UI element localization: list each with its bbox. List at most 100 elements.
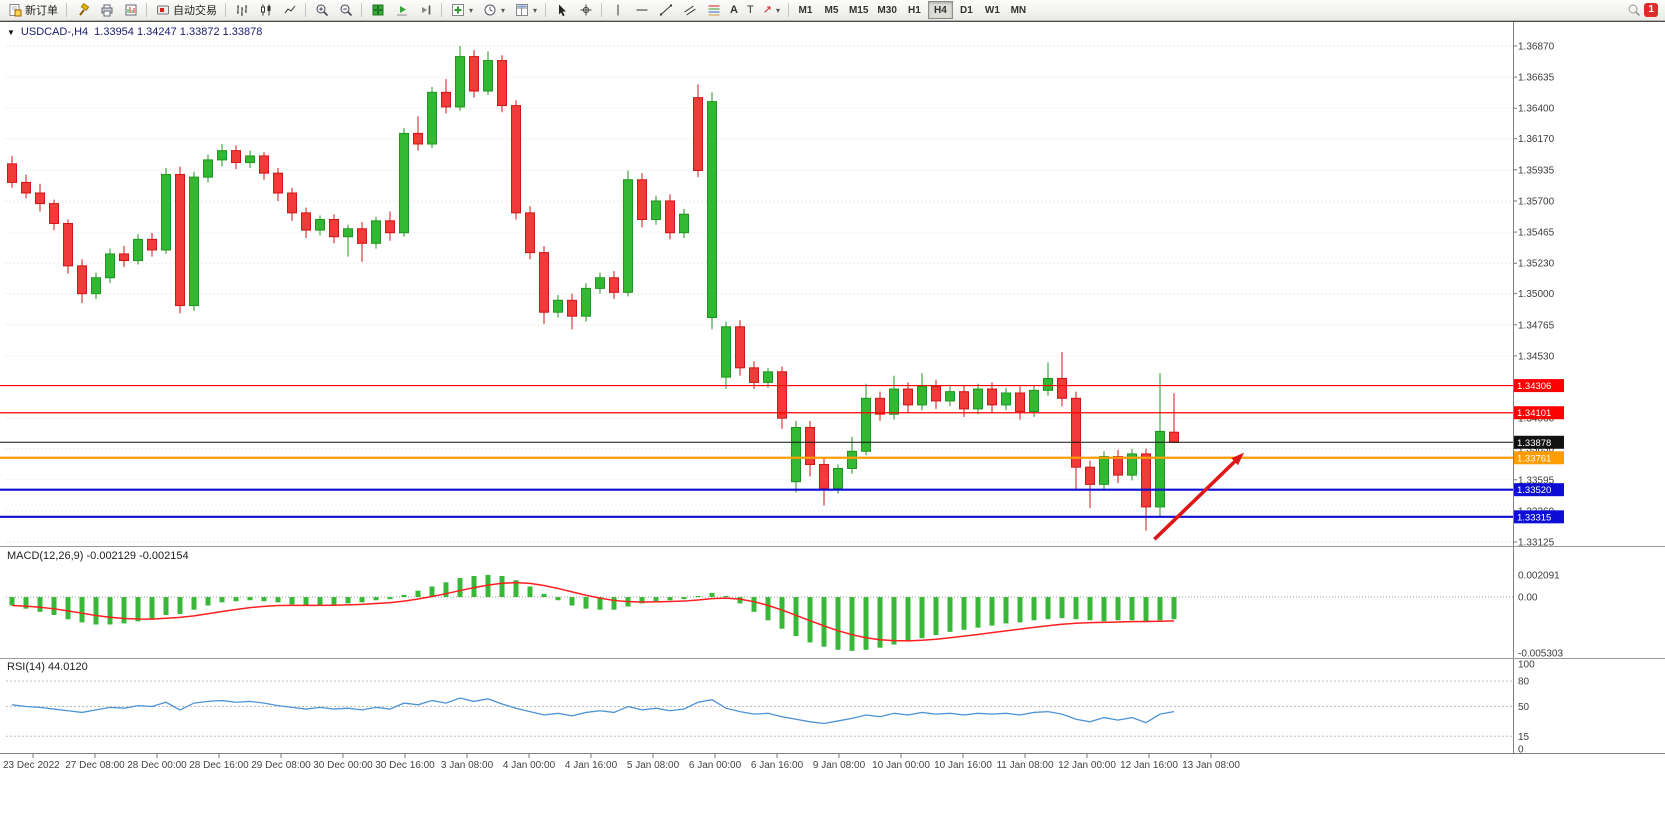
candle <box>133 238 143 262</box>
chart-shift-icon <box>418 3 433 18</box>
resistance-line-2-badge <box>1514 406 1564 420</box>
candle <box>567 299 577 317</box>
autotrade-button[interactable]: 自动交易 <box>151 1 221 19</box>
print-preview-button[interactable] <box>119 1 142 19</box>
new-order-icon <box>7 3 22 18</box>
macd-bar <box>849 597 855 651</box>
new-order-button[interactable]: 新订单 <box>3 1 62 19</box>
candle <box>273 172 283 194</box>
macd-bar <box>1017 597 1023 623</box>
candle <box>763 371 773 383</box>
horizontal-line-icon <box>634 3 649 18</box>
print-button[interactable] <box>95 1 118 19</box>
candle <box>917 385 927 406</box>
timeframe-button-m1[interactable]: M1 <box>793 1 818 19</box>
indicators-button[interactable]: ▾ <box>446 1 477 19</box>
candle <box>1085 466 1095 485</box>
timeframe-button-w1[interactable]: W1 <box>980 1 1005 19</box>
level-lines: 1.34306 1.34101 1.33878 1.33761 1.33520 1.333… <box>0 379 1564 524</box>
vertical-line-icon <box>610 3 625 18</box>
macd-bar <box>541 593 547 598</box>
support-line-blue-2-badge-label: 1.33315 <box>1517 512 1551 523</box>
candle <box>329 219 339 238</box>
tile-windows-button[interactable] <box>366 1 389 19</box>
macd-values: -0.002129 -0.002154 <box>86 550 189 562</box>
candle <box>1127 453 1137 476</box>
vertical-line-button[interactable] <box>606 1 629 19</box>
macd-bar <box>891 597 897 645</box>
time-tick-label: 10 Jan 00:00 <box>872 760 930 771</box>
chart-shift-button[interactable] <box>414 1 437 19</box>
macd-bar <box>1129 597 1135 621</box>
arrows-button[interactable]: ↗ ▾ <box>759 1 784 19</box>
macd-bar <box>163 597 169 615</box>
candle <box>217 150 227 161</box>
timeframe-button-m15[interactable]: M15 <box>845 1 872 19</box>
line-chart-icon <box>282 3 297 18</box>
toolbar-separator <box>601 3 603 17</box>
new-chart-button[interactable] <box>71 1 94 19</box>
candle <box>483 60 493 92</box>
candle <box>847 450 857 469</box>
text-button[interactable]: A <box>726 1 742 19</box>
macd-bar <box>331 597 337 605</box>
macd-bar <box>443 582 449 598</box>
periods-button[interactable]: ▾ <box>478 1 509 19</box>
time-tick-label: 12 Jan 16:00 <box>1120 760 1178 771</box>
label-button[interactable]: T <box>743 1 758 19</box>
zoom-in-button[interactable] <box>310 1 333 19</box>
toolbar-separator <box>441 3 442 17</box>
support-line-blue-1-badge <box>1514 483 1564 497</box>
auto-scroll-button[interactable] <box>390 1 413 19</box>
candle <box>945 391 955 402</box>
macd-bar <box>751 597 757 612</box>
timeframe-button-m30[interactable]: M30 <box>873 1 900 19</box>
macd-bar <box>317 597 323 606</box>
candle <box>301 212 311 231</box>
crosshair-button[interactable] <box>574 1 597 19</box>
fibonacci-button[interactable] <box>702 1 725 19</box>
candle <box>231 150 241 164</box>
rsi-name: RSI(14) <box>7 661 45 673</box>
cursor-button[interactable] <box>550 1 573 19</box>
time-axis[interactable]: 23 Dec 2022 27 Dec 08:00 28 Dec 00:00 28 De… <box>3 754 1240 771</box>
macd-bar <box>639 597 645 604</box>
line-chart-button[interactable] <box>278 1 301 19</box>
horizontal-line-button[interactable] <box>630 1 653 19</box>
candle <box>693 97 703 171</box>
timeframe-button-h4[interactable]: H4 <box>927 1 953 19</box>
macd-bar <box>513 580 519 598</box>
trendline-button[interactable] <box>654 1 677 19</box>
candlestick-chart-button[interactable] <box>254 1 277 19</box>
macd-bar <box>485 574 491 598</box>
macd-bar <box>709 592 715 598</box>
price-axis[interactable]: 1.36870 1.36635 1.36400 1.36170 1.35935 1.357… <box>1513 42 1555 549</box>
macd-signal-line <box>11 581 1175 642</box>
arrow-tool-icon: ↗ <box>762 4 772 16</box>
timeframe-button-d1[interactable]: D1 <box>954 1 979 19</box>
price-tick-label: 1.33125 <box>1518 538 1555 549</box>
zoom-out-button[interactable] <box>334 1 357 19</box>
candle <box>147 238 157 251</box>
channel-button[interactable] <box>678 1 701 19</box>
notification-badge[interactable]: 1 <box>1644 3 1658 17</box>
time-tick-label: 29 Dec 08:00 <box>251 760 311 771</box>
timeframe-button-h1[interactable]: H1 <box>902 1 927 19</box>
timeframe-button-m5[interactable]: M5 <box>819 1 844 19</box>
search-icon[interactable] <box>1626 3 1641 18</box>
time-tick-label: 3 Jan 08:00 <box>441 760 494 771</box>
candle <box>553 299 563 313</box>
timeframe-button-mn[interactable]: MN <box>1006 1 1031 19</box>
candle <box>259 155 269 174</box>
arrow-annotation[interactable] <box>1153 452 1244 541</box>
time-tick-label: 23 Dec 2022 <box>3 760 60 771</box>
macd-bar <box>583 597 589 609</box>
templates-button[interactable]: ▾ <box>510 1 541 19</box>
bar-chart-icon <box>234 3 249 18</box>
candle <box>35 192 45 205</box>
collapse-icon[interactable]: ▼ <box>7 27 15 37</box>
bar-chart-button[interactable] <box>230 1 253 19</box>
zoom-out-icon <box>338 3 353 18</box>
candle <box>105 253 115 279</box>
